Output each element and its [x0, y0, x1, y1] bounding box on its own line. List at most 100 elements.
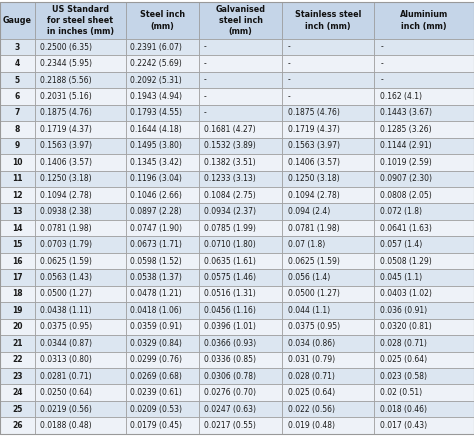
Bar: [126, 39, 199, 55]
Bar: [374, 401, 474, 417]
Bar: [0, 55, 35, 72]
Text: Galvanised
steel inch
(mm): Galvanised steel inch (mm): [216, 5, 265, 36]
Bar: [35, 368, 126, 385]
Bar: [199, 286, 282, 302]
Text: -: -: [288, 43, 291, 51]
Bar: [199, 385, 282, 401]
Bar: [282, 121, 374, 138]
Bar: [374, 302, 474, 319]
Bar: [199, 319, 282, 335]
Bar: [282, 286, 374, 302]
Bar: [35, 351, 126, 368]
Text: 0.034 (0.86): 0.034 (0.86): [288, 339, 335, 348]
Text: 0.2344 (5.95): 0.2344 (5.95): [40, 59, 92, 68]
Bar: [374, 121, 474, 138]
Bar: [35, 236, 126, 253]
Text: 0.0500 (1.27): 0.0500 (1.27): [288, 290, 339, 298]
Bar: [199, 55, 282, 72]
Bar: [374, 417, 474, 434]
Text: 0.0598 (1.52): 0.0598 (1.52): [130, 256, 182, 266]
Bar: [0, 269, 35, 286]
Text: -: -: [381, 75, 383, 85]
Text: 0.0508 (1.29): 0.0508 (1.29): [381, 256, 432, 266]
Text: 0.0320 (0.81): 0.0320 (0.81): [381, 322, 432, 331]
Bar: [374, 39, 474, 55]
Bar: [282, 88, 374, 105]
Bar: [126, 55, 199, 72]
Bar: [199, 335, 282, 351]
Text: 24: 24: [12, 388, 23, 397]
Text: 0.0239 (0.61): 0.0239 (0.61): [130, 388, 182, 397]
Text: 0.0179 (0.45): 0.0179 (0.45): [130, 421, 182, 430]
Text: -: -: [204, 109, 207, 117]
Bar: [126, 286, 199, 302]
Bar: [199, 105, 282, 121]
Text: 0.1443 (3.67): 0.1443 (3.67): [381, 109, 432, 117]
Text: 15: 15: [12, 240, 22, 249]
Text: 0.094 (2.4): 0.094 (2.4): [288, 207, 330, 216]
Text: 0.1406 (3.57): 0.1406 (3.57): [288, 158, 339, 167]
Bar: [126, 417, 199, 434]
Bar: [0, 351, 35, 368]
Text: 0.1094 (2.78): 0.1094 (2.78): [288, 191, 339, 200]
Bar: [199, 236, 282, 253]
Bar: [35, 302, 126, 319]
Bar: [126, 72, 199, 88]
Bar: [35, 105, 126, 121]
Text: -: -: [204, 59, 207, 68]
Bar: [282, 253, 374, 269]
Text: 0.0336 (0.85): 0.0336 (0.85): [204, 355, 256, 364]
Bar: [0, 220, 35, 236]
Bar: [35, 319, 126, 335]
Text: 0.028 (0.71): 0.028 (0.71): [381, 339, 427, 348]
Bar: [374, 88, 474, 105]
Bar: [0, 385, 35, 401]
Bar: [374, 187, 474, 204]
Bar: [199, 269, 282, 286]
Text: 0.0375 (0.95): 0.0375 (0.95): [288, 322, 340, 331]
Bar: [199, 204, 282, 220]
Bar: [126, 88, 199, 105]
Text: 0.0456 (1.16): 0.0456 (1.16): [204, 306, 256, 315]
Bar: [0, 302, 35, 319]
Bar: [126, 187, 199, 204]
Bar: [374, 138, 474, 154]
Text: 0.0934 (2.37): 0.0934 (2.37): [204, 207, 256, 216]
Text: 0.0359 (0.91): 0.0359 (0.91): [130, 322, 182, 331]
Bar: [199, 401, 282, 417]
Bar: [126, 170, 199, 187]
Text: 0.1196 (3.04): 0.1196 (3.04): [130, 174, 182, 183]
Bar: [282, 319, 374, 335]
Text: 0.056 (1.4): 0.056 (1.4): [288, 273, 330, 282]
Text: 0.1875 (4.76): 0.1875 (4.76): [40, 109, 92, 117]
Bar: [126, 105, 199, 121]
Text: 0.1406 (3.57): 0.1406 (3.57): [40, 158, 92, 167]
Bar: [282, 170, 374, 187]
Text: 0.031 (0.79): 0.031 (0.79): [288, 355, 335, 364]
Text: Gauge: Gauge: [3, 16, 32, 25]
Text: 5: 5: [15, 75, 20, 85]
Text: 13: 13: [12, 207, 23, 216]
Text: 0.1094 (2.78): 0.1094 (2.78): [40, 191, 92, 200]
Bar: [35, 385, 126, 401]
Text: 0.019 (0.48): 0.019 (0.48): [288, 421, 335, 430]
Bar: [374, 368, 474, 385]
Bar: [0, 121, 35, 138]
Text: -: -: [204, 43, 207, 51]
Text: 0.1233 (3.13): 0.1233 (3.13): [204, 174, 256, 183]
Bar: [282, 55, 374, 72]
Bar: [199, 170, 282, 187]
Text: 0.0625 (1.59): 0.0625 (1.59): [288, 256, 339, 266]
Text: 0.0563 (1.43): 0.0563 (1.43): [40, 273, 92, 282]
Bar: [199, 302, 282, 319]
Bar: [282, 2, 374, 39]
Text: 0.162 (4.1): 0.162 (4.1): [381, 92, 422, 101]
Text: 0.0438 (1.11): 0.0438 (1.11): [40, 306, 91, 315]
Text: 0.022 (0.56): 0.022 (0.56): [288, 405, 335, 414]
Text: 20: 20: [12, 322, 23, 331]
Bar: [126, 368, 199, 385]
Text: -: -: [288, 92, 291, 101]
Bar: [0, 187, 35, 204]
Bar: [0, 286, 35, 302]
Bar: [0, 368, 35, 385]
